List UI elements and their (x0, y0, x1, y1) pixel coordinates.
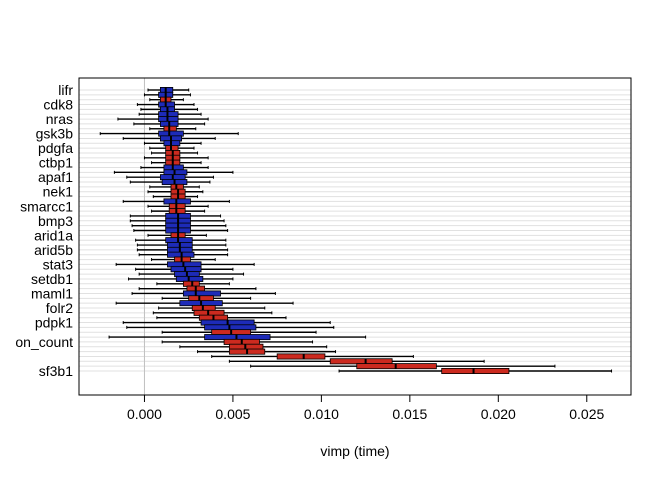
boxplot-row-46 (152, 309, 273, 316)
boxplot-bmp3 (129, 217, 225, 224)
boxplot-on_count (161, 338, 314, 345)
box-blue (158, 130, 184, 137)
boxplot-row-56 (228, 358, 485, 365)
boxplot-row-38 (138, 271, 245, 278)
y-label-arid5b: arid5b (34, 242, 73, 258)
y-label-pdpk1: pdpk1 (35, 315, 73, 331)
y-label-maml1: maml1 (31, 285, 73, 301)
y-label-ctbp1: ctbp1 (39, 155, 73, 171)
y-label-cdk8: cdk8 (43, 97, 73, 113)
y-label-setdb1: setdb1 (31, 271, 73, 287)
boxplot-lifr (147, 87, 190, 94)
x-tick-label: 0.005 (215, 406, 250, 422)
y-label-arid1a: arid1a (34, 227, 73, 243)
y-label-nek1: nek1 (43, 184, 74, 200)
boxplot-pdpk1 (122, 319, 331, 326)
boxplot-row-13 (151, 149, 199, 156)
boxplot-row-23 (122, 198, 230, 205)
boxplot-gsk3b (99, 130, 239, 137)
y-label-on_count: on_count (15, 334, 73, 350)
y-label-smarcc1: smarcc1 (20, 198, 73, 214)
y-label-pdgfa: pdgfa (38, 140, 73, 156)
boxplot-cdk8 (136, 101, 195, 108)
boxplot-row-55 (211, 353, 414, 360)
boxplot-row-37 (135, 266, 234, 273)
x-axis: 0.000 0.005 0.010 0.015 0.020 0.025 (127, 394, 604, 422)
boxplot-row-29 (133, 227, 229, 234)
boxplot-row-50 (161, 329, 317, 336)
boxplot-row-41 (138, 285, 257, 292)
boxplot-row-57 (250, 363, 556, 370)
boxplot-row-14 (143, 154, 209, 161)
box-red (329, 358, 393, 365)
box-blue (182, 290, 221, 297)
boxplot-row-20 (149, 183, 200, 190)
boxplot-row-28 (131, 222, 227, 229)
y-label-apaf1: apaf1 (38, 169, 73, 185)
box-red (188, 295, 214, 302)
boxplot-maml1 (131, 290, 276, 297)
x-tick-label: 0.010 (304, 406, 339, 422)
x-tick-label: 0.000 (127, 406, 162, 422)
boxplots (99, 87, 613, 374)
boxplot-sf3b1 (338, 367, 613, 374)
boxplot-row-54 (197, 348, 337, 355)
boxplot-row-5 (138, 111, 202, 118)
x-axis-label: vimp (time) (320, 443, 389, 459)
boxplot-row-34 (138, 251, 229, 258)
boxplot-row-10 (122, 135, 216, 142)
y-label-lifr: lifr (58, 82, 73, 98)
boxplot-row-43 (161, 295, 252, 302)
boxplot-stat3 (115, 261, 255, 268)
y-label-nras: nras (46, 111, 73, 127)
y-label-bmp3: bmp3 (38, 213, 73, 229)
y-label-stat3: stat3 (43, 256, 74, 272)
x-tick-label: 0.015 (392, 406, 427, 422)
boxplot-nek1 (147, 188, 204, 195)
y-label-folr2: folr2 (46, 300, 73, 316)
boxplot-row-4 (140, 106, 199, 113)
x-tick-label: 0.020 (481, 406, 516, 422)
y-label-gsk3b: gsk3b (36, 126, 74, 142)
y-axis-labels: lifrcdk8nrasgsk3bpdgfactbp1apaf1nek1smar… (15, 82, 73, 379)
boxplot-row-1 (143, 91, 191, 98)
boxplot-row-32 (136, 242, 227, 249)
boxplot-row-8 (149, 125, 197, 132)
box-red (441, 367, 510, 374)
box-red (276, 353, 326, 360)
x-tick-label: 0.025 (569, 406, 604, 422)
boxplot-row-31 (135, 237, 227, 244)
y-label-sf3b1: sf3b1 (39, 363, 73, 379)
boxplot-apaf1 (126, 174, 214, 181)
